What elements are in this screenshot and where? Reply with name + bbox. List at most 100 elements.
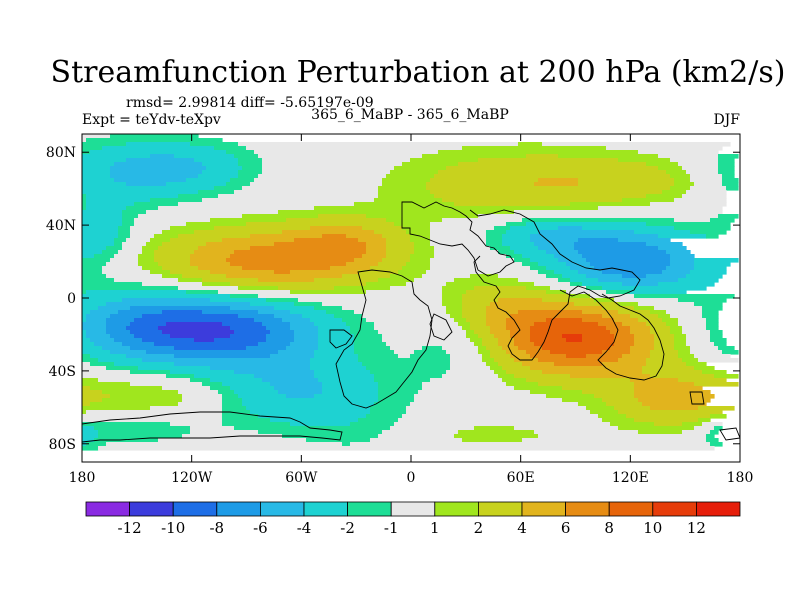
contour-cell [634,342,655,347]
contour-cell [186,178,231,183]
contour-cell [382,182,427,187]
contour-cell [690,270,727,275]
contour-cell [714,342,727,347]
contour-cell [82,282,143,287]
contour-cell [82,274,107,279]
contour-cell [470,274,499,279]
contour-cell [686,190,727,195]
contour-cell [402,414,599,419]
contour-cell [390,274,423,279]
contour-cell [614,298,679,303]
contour-cell [718,346,735,351]
contour-cell [558,154,659,159]
contour-cell [530,266,547,271]
contour-cell [102,250,119,255]
contour-cell [82,178,115,183]
contour-cell [438,150,639,155]
contour-cell [586,354,623,359]
contour-cell [366,250,387,255]
contour-cell [82,442,87,447]
contour-cell [210,386,231,391]
contour-cell [550,286,587,291]
contour-cell [618,310,651,315]
contour-cell [586,406,615,411]
contour-cell [522,262,539,267]
contour-cell [278,286,335,291]
contour-cell [378,390,419,395]
contour-cell [502,242,535,247]
contour-cell [314,374,375,379]
contour-cell [670,254,695,259]
contour-cell [238,286,279,291]
contour-field [82,134,739,451]
contour-cell [222,238,295,243]
contour-cell [366,242,387,247]
contour-cell [506,326,531,331]
contour-cell [722,350,739,355]
contour-cell [422,154,527,159]
contour-cell [458,162,647,167]
contour-cell [106,262,139,267]
contour-cell [474,342,483,347]
contour-cell [718,158,735,163]
contour-cell [462,294,571,299]
contour-cell [254,150,439,155]
contour-cell [702,370,727,375]
contour-cell [394,166,447,171]
contour-cell [390,346,423,351]
contour-cell [706,318,719,323]
colorbar-label: -8 [209,519,224,537]
contour-cell [234,390,279,395]
contour-cell [534,430,639,435]
contour-cell [498,250,515,255]
contour-cell [282,318,311,323]
contour-cell [622,354,651,359]
contour-cell [82,278,115,283]
contour-cell [130,370,171,375]
contour-cell [214,226,311,231]
contour-cell [462,146,607,151]
contour-cell [510,330,531,335]
contour-cell [122,214,139,219]
contour-cell [82,238,115,243]
contour-cell [386,254,411,259]
contour-cell [442,286,475,291]
contour-cell [314,350,355,355]
contour-cell [346,234,383,239]
contour-cell [82,394,111,399]
contour-cell [466,318,487,323]
contour-cell [486,314,511,319]
contour-cell [354,310,447,315]
contour-cell [294,338,319,343]
contour-cell [282,230,375,235]
contour-cell [526,154,559,159]
contour-cell [230,254,363,259]
contour-cell [322,234,347,239]
contour-cell [666,170,687,175]
contour-cell [178,390,219,395]
contour-cell [82,138,87,143]
contour-cell [602,418,635,423]
contour-cell [158,262,191,267]
contour-cell [462,326,471,331]
contour-cell [546,394,595,399]
contour-cell [110,170,203,175]
contour-cell [602,362,647,367]
contour-cell [526,222,647,227]
contour-cell [290,326,319,331]
contour-cell [310,318,343,323]
contour-cell [166,374,195,379]
contour-cell [530,366,643,371]
contour-cell [374,378,431,383]
y-tick-label: 80N [46,145,76,161]
contour-cell [378,262,407,267]
contour-cell [246,146,463,151]
contour-cell [390,170,439,175]
contour-cell [222,414,259,419]
contour-cell [614,406,651,411]
coastline-south-america [335,269,433,409]
contour-cell [82,174,111,179]
contour-cell [358,238,387,243]
colorbar-label: 2 [474,519,484,537]
